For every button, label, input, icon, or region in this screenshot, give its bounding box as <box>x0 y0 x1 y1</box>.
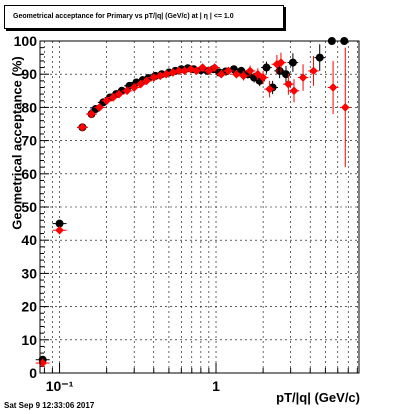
data-point <box>308 55 319 86</box>
title-box: Geometrical acceptance for Primary vs pT… <box>4 5 284 29</box>
data-point <box>141 76 152 86</box>
data-point <box>107 93 119 102</box>
data-point <box>274 63 285 79</box>
data-point <box>261 61 272 74</box>
data-point <box>339 47 351 168</box>
data-point <box>252 68 264 81</box>
data-point <box>287 53 299 72</box>
y-tick-label: 60 <box>21 166 37 182</box>
y-tick-label: 70 <box>21 133 37 149</box>
x-tick-label: 10⁻¹ <box>46 378 74 394</box>
timestamp: Sat Sep 9 12:33:06 2017 <box>4 401 95 410</box>
data-point <box>101 96 112 106</box>
data-point <box>275 52 287 73</box>
data-point <box>288 79 300 103</box>
data-point <box>94 103 105 112</box>
data-point <box>231 69 242 79</box>
chart-title: Geometrical acceptance for Primary vs pT… <box>13 13 234 20</box>
data-point <box>77 123 88 132</box>
data-point <box>52 225 67 235</box>
y-tick-label: 20 <box>21 299 37 315</box>
y-axis-label: Geometrical acceptance (%) <box>9 56 25 230</box>
plot-border <box>39 40 360 374</box>
y-tick-label: 10 <box>21 332 37 348</box>
data-point <box>327 60 339 115</box>
data-point <box>238 71 249 81</box>
data-point <box>283 73 294 95</box>
y-tick-label: 40 <box>21 232 37 248</box>
data-point <box>314 44 326 71</box>
data-point <box>113 89 125 99</box>
y-tick-label: 30 <box>21 265 37 281</box>
y-tick-label: 100 <box>14 33 38 49</box>
data-point <box>257 70 269 85</box>
data-point <box>297 64 309 91</box>
y-tick-label: 80 <box>21 99 37 115</box>
data-point <box>86 109 97 119</box>
y-tick-label: 50 <box>21 199 37 215</box>
data-point <box>191 66 202 76</box>
data-point <box>35 358 50 368</box>
data-point <box>203 66 215 76</box>
data-point <box>135 79 147 89</box>
y-tick-label: 0 <box>29 365 37 381</box>
x-axis-label: pT/|q| (GeV/c) <box>276 390 360 405</box>
data-point <box>209 63 220 72</box>
data-point <box>128 83 140 92</box>
data-point <box>52 219 67 228</box>
data-point <box>264 80 275 98</box>
data-point <box>223 66 234 76</box>
data-point <box>244 65 256 77</box>
x-tick-label: 1 <box>212 378 220 394</box>
data-point <box>197 63 208 72</box>
data-point <box>121 86 133 96</box>
y-tick-label: 90 <box>21 66 37 82</box>
data-point <box>215 69 227 79</box>
